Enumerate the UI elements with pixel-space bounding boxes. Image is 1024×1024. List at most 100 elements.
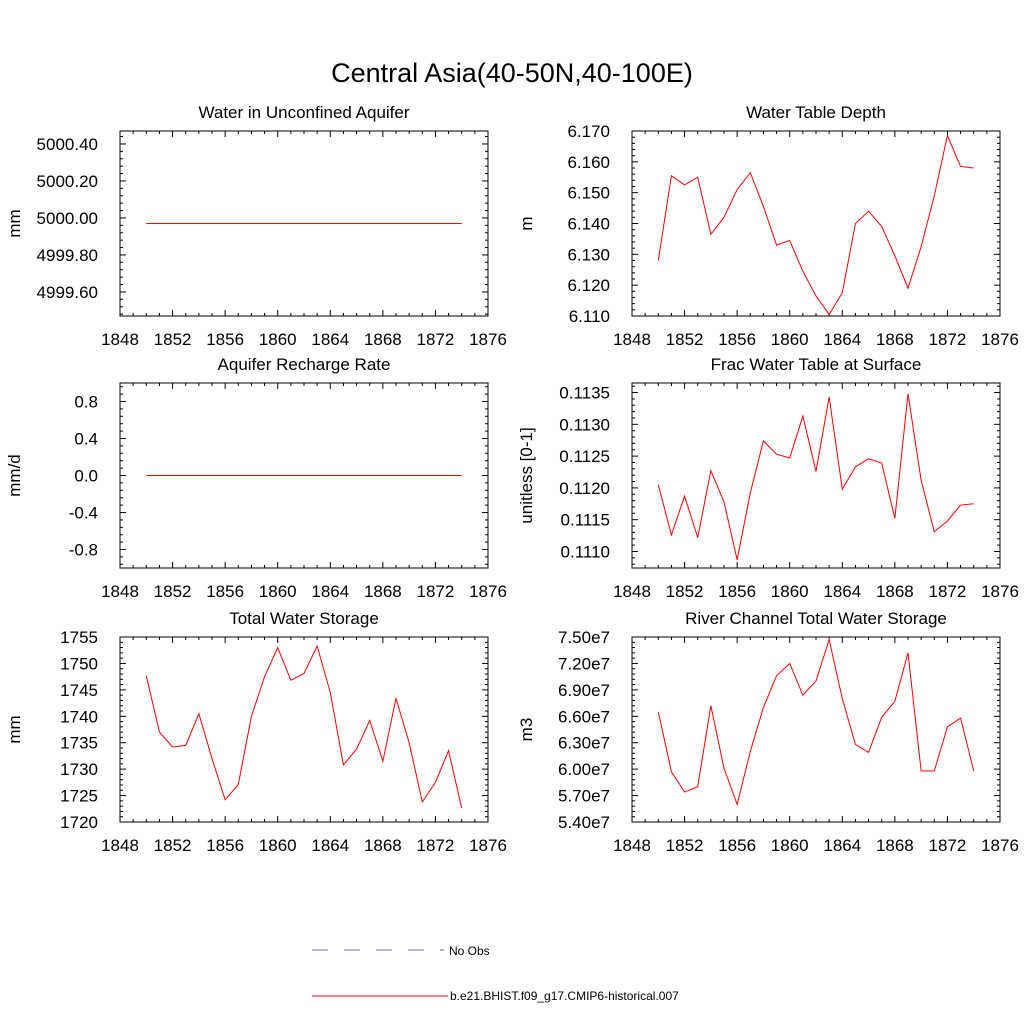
panel-title: Water in Unconfined Aquifer: [198, 103, 409, 122]
y-tick-label: 6.140: [567, 215, 610, 234]
x-tick-label: 1868: [364, 330, 402, 349]
x-tick-label: 1868: [876, 836, 914, 855]
series-line: [145, 644, 463, 809]
x-tick-label: 1860: [259, 330, 297, 349]
y-tick-label: 6.30e7: [558, 734, 610, 753]
panel-aquifer-recharge-rate: Aquifer Recharge Rate mm/d 1848 1852 1856 186…: [5, 355, 507, 601]
x-tick-label: 1876: [981, 582, 1019, 601]
x-tick-label: 1848: [101, 330, 139, 349]
y-tick-label: 5.70e7: [558, 787, 610, 806]
y-tick-label: 7.50e7: [558, 628, 610, 647]
y-tick-label: 5000.40: [37, 135, 98, 154]
x-tick-label: 1856: [718, 582, 756, 601]
series-line: [657, 637, 975, 807]
figure-title: Central Asia(40-50N,40-100E): [331, 58, 693, 88]
panel-title: Aquifer Recharge Rate: [218, 355, 391, 374]
y-axis-label: unitless [0-1]: [517, 427, 536, 523]
x-tick-label: 1864: [823, 330, 861, 349]
x-tick-label: 1852: [666, 836, 704, 855]
x-tick-label: 1860: [771, 330, 809, 349]
y-axis-label: m: [517, 216, 536, 230]
x-tick-label: 1876: [981, 836, 1019, 855]
x-tick-label: 1876: [981, 330, 1019, 349]
x-tick-label: 1852: [666, 330, 704, 349]
y-tick-label: 1735: [60, 734, 98, 753]
y-tick-label: 0.1125: [559, 447, 610, 466]
y-tick-label: 0.1110: [561, 542, 610, 561]
x-tick-label: 1852: [666, 582, 704, 601]
y-axis-label: mm: [5, 209, 24, 237]
y-tick-label: 1725: [60, 787, 98, 806]
y-tick-label: 7.20e7: [558, 654, 610, 673]
y-axis-label: mm/d: [5, 454, 24, 497]
x-tick-label: 1876: [469, 836, 507, 855]
x-tick-label: 1848: [101, 836, 139, 855]
panel-frac-water-table-at-surface: Frac Water Table at Surface unitless [0-1…: [517, 355, 1019, 601]
x-tick-label: 1872: [929, 582, 967, 601]
x-tick-label: 1864: [311, 836, 349, 855]
y-tick-label: 1730: [60, 760, 98, 779]
x-tick-label: 1856: [206, 330, 244, 349]
x-tick-label: 1864: [311, 582, 349, 601]
series-line: [657, 393, 974, 560]
y-tick-label: 5000.20: [37, 172, 98, 191]
y-tick-label: 1755: [60, 628, 98, 647]
x-tick-label: 1864: [823, 582, 861, 601]
legend-label-model-run: b.e21.BHIST.f09_g17.CMIP6-historical.007: [450, 989, 679, 1003]
y-tick-label: 1740: [60, 707, 98, 726]
y-tick-label: 0.8: [74, 393, 98, 412]
panel-water-table-depth: Water Table Depth m 1848 1852 1856 1860 1864 18…: [517, 103, 1019, 349]
x-tick-label: 1872: [417, 330, 455, 349]
x-tick-label: 1856: [718, 330, 756, 349]
legend-label-no-obs: No Obs: [449, 944, 490, 958]
y-tick-label: 1720: [60, 813, 98, 832]
panel-title: Water Table Depth: [746, 103, 886, 122]
x-tick-label: 1856: [206, 836, 244, 855]
y-tick-label: 0.0: [74, 467, 98, 486]
x-tick-label: 1856: [206, 582, 244, 601]
y-tick-label: 6.90e7: [558, 681, 610, 700]
x-tick-label: 1860: [771, 836, 809, 855]
y-axis-label: m3: [517, 718, 536, 742]
panel-title: Frac Water Table at Surface: [711, 355, 922, 374]
y-tick-label: 1745: [60, 681, 98, 700]
panel-title: River Channel Total Water Storage: [685, 609, 947, 628]
y-tick-label: 4999.80: [37, 246, 98, 265]
y-tick-label: 6.170: [567, 122, 610, 141]
y-tick-label: 5.40e7: [558, 813, 610, 832]
x-tick-label: 1864: [823, 836, 861, 855]
x-tick-label: 1868: [364, 836, 402, 855]
y-tick-label: 6.110: [569, 307, 610, 326]
x-tick-label: 1848: [613, 330, 651, 349]
x-tick-label: 1860: [259, 836, 297, 855]
x-tick-label: 1852: [154, 836, 192, 855]
y-tick-label: 0.1120: [559, 479, 610, 498]
x-tick-label: 1848: [101, 582, 139, 601]
y-tick-label: 6.00e7: [558, 760, 610, 779]
x-tick-label: 1868: [876, 582, 914, 601]
y-tick-label: 6.120: [567, 276, 610, 295]
x-tick-label: 1864: [311, 330, 349, 349]
x-tick-label: 1872: [929, 330, 967, 349]
x-tick-label: 1856: [718, 836, 756, 855]
y-tick-label: 6.150: [567, 184, 610, 203]
x-tick-label: 1872: [417, 582, 455, 601]
x-tick-label: 1848: [613, 836, 651, 855]
panel-water-in-unconfined-aquifer: Water in Unconfined Aquifer mm 1848 1852 185…: [5, 103, 507, 349]
y-tick-label: -0.4: [69, 504, 98, 523]
x-tick-label: 1868: [876, 330, 914, 349]
panel-river-channel-total-water-storage: River Channel Total Water Storage m3 1848 1…: [517, 609, 1019, 855]
y-tick-label: 0.1130: [559, 415, 610, 434]
x-tick-label: 1860: [771, 582, 809, 601]
x-tick-label: 1868: [364, 582, 402, 601]
x-tick-label: 1848: [613, 582, 651, 601]
x-tick-label: 1876: [469, 330, 507, 349]
series-line: [657, 133, 974, 316]
y-tick-label: 0.4: [74, 430, 98, 449]
y-tick-label: -0.8: [69, 541, 98, 560]
y-tick-label: 0.1135: [559, 384, 610, 403]
x-tick-label: 1852: [154, 582, 192, 601]
panel-total-water-storage: Total Water Storage mm 1848 1852 1856 1860 186…: [5, 609, 507, 855]
